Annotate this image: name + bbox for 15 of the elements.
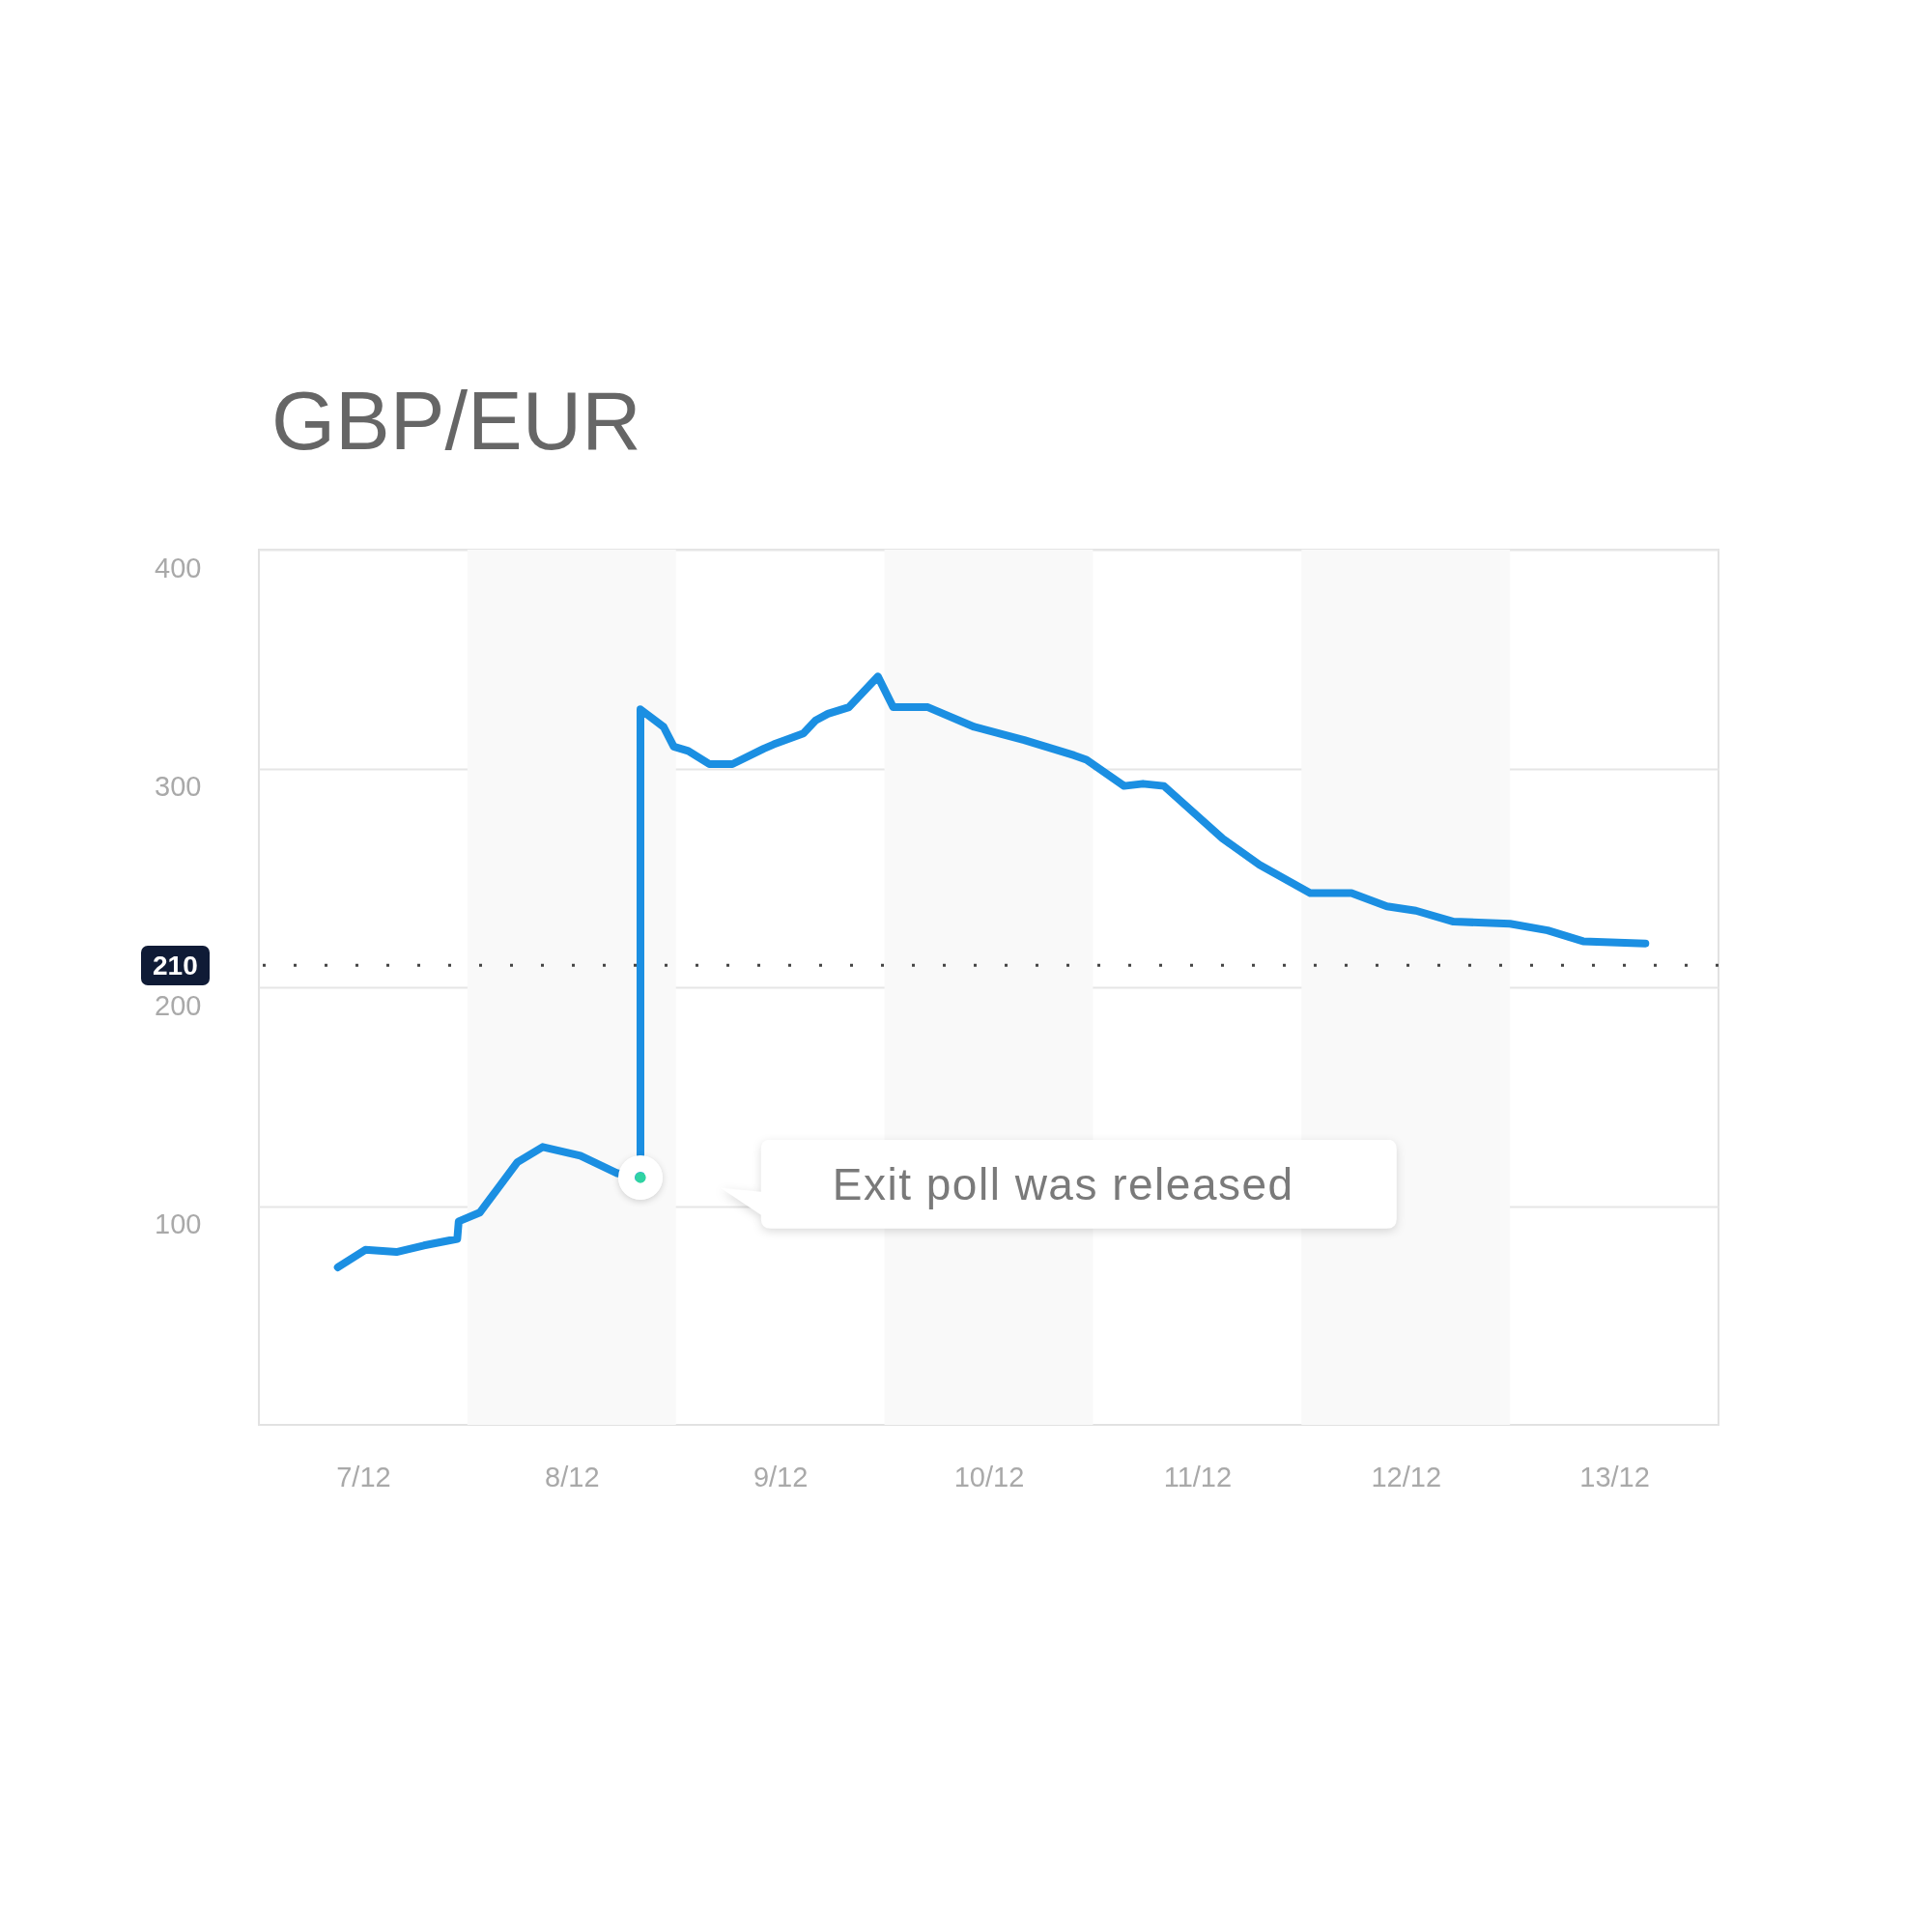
x-tick-label: 10/12 xyxy=(953,1461,1025,1492)
x-tick-label: 7/12 xyxy=(336,1461,391,1492)
y-tick-label: 300 xyxy=(155,771,202,802)
x-tick-label: 11/12 xyxy=(1163,1461,1233,1492)
chart-title: GBP/EUR xyxy=(271,375,641,467)
y-tick-label: 100 xyxy=(155,1208,202,1239)
annotation: Exit poll was released xyxy=(832,1158,1294,1209)
x-tick-label: 13/12 xyxy=(1579,1461,1650,1492)
x-tick-label: 8/12 xyxy=(545,1461,600,1492)
label-tag: 210 xyxy=(141,945,210,985)
y-tick-label: 200 xyxy=(155,989,202,1021)
y-tick-label: 400 xyxy=(155,552,202,583)
x-tick-label: 9/12 xyxy=(753,1461,809,1492)
ref-line-label: 210 xyxy=(153,950,198,980)
x-tick-label: 12/12 xyxy=(1371,1461,1441,1492)
